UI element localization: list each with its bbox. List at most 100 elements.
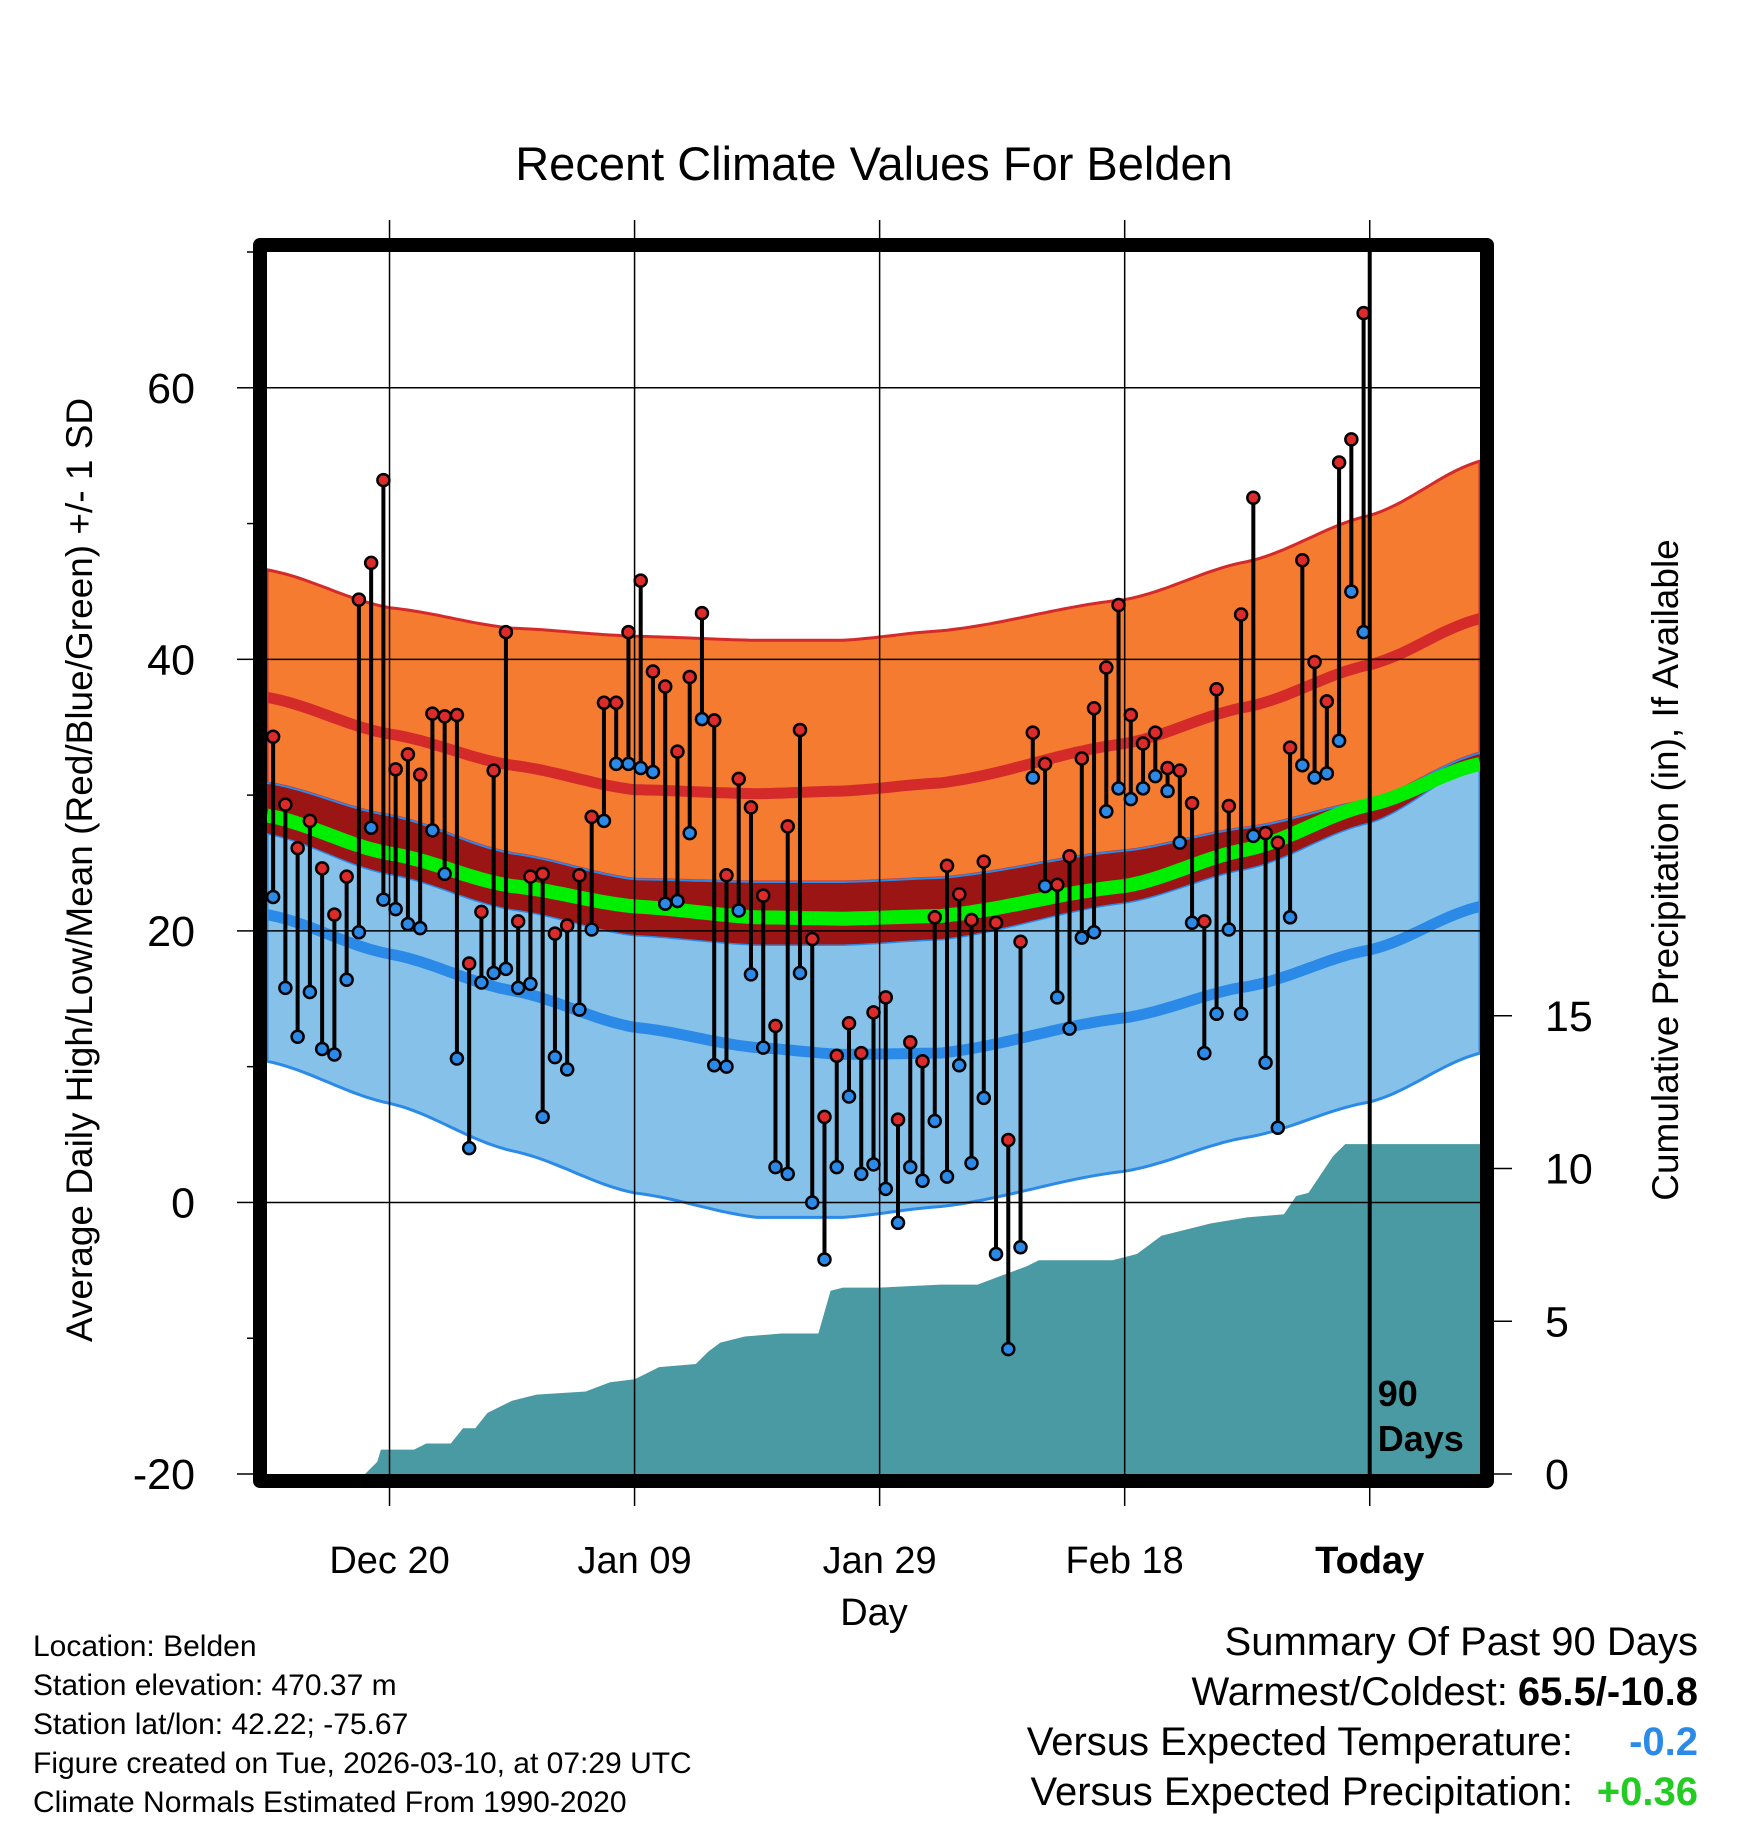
high-point: [866, 1005, 881, 1020]
high-point: [731, 771, 746, 787]
low-point: [682, 825, 697, 841]
high-point: [670, 744, 685, 759]
low-point: [1209, 1006, 1224, 1021]
low-point: [486, 965, 501, 981]
low-point: [267, 889, 281, 905]
y-axis-label: Average Daily High/Low/Mean (Red/Blue/Gr…: [59, 398, 100, 1342]
high-point: [278, 797, 293, 812]
high-point: [939, 858, 955, 873]
high-point: [1111, 597, 1126, 613]
low-point: [1001, 1341, 1016, 1357]
high-point: [804, 931, 820, 947]
low-point: [559, 1062, 575, 1077]
high-point: [780, 819, 795, 834]
high-point: [1123, 707, 1139, 723]
high-point: [596, 695, 612, 711]
low-point: [829, 1159, 844, 1175]
warmest-label: Warmest/Coldest:: [1191, 1670, 1508, 1714]
today-days-label: Days: [1378, 1418, 1464, 1459]
high-point: [755, 888, 771, 903]
low-point: [792, 965, 808, 981]
high-point: [1344, 432, 1359, 447]
low-point: [768, 1159, 783, 1175]
temp-label: Versus Expected Temperature:: [1026, 1720, 1573, 1764]
low-point: [1233, 1006, 1249, 1021]
low-sd-band: [267, 760, 1480, 1219]
precip-value: +0.36: [1596, 1770, 1698, 1814]
x-tick-label: Jan 09: [578, 1540, 692, 1582]
high-point: [1282, 740, 1298, 755]
high-point: [743, 800, 759, 815]
high-point: [817, 1109, 832, 1125]
high-point: [559, 918, 575, 933]
precipitation-area: [267, 1144, 1480, 1474]
high-point: [547, 926, 563, 941]
y2-tick-label: 5: [1545, 1298, 1569, 1346]
high-point: [841, 1015, 857, 1031]
high-point: [437, 709, 452, 724]
low-point: [376, 892, 391, 907]
low-point: [743, 967, 759, 982]
high-point: [1258, 825, 1273, 841]
low-point: [988, 1246, 1004, 1262]
low-point: [1074, 930, 1090, 945]
high-sd-lower-edge: [267, 752, 1480, 883]
high-point: [1209, 681, 1224, 697]
location-text: Location: Belden: [33, 1630, 257, 1663]
y-tick-label: 40: [147, 636, 195, 684]
high-point: [461, 956, 477, 971]
low-point: [1197, 1045, 1212, 1061]
low-point: [572, 1002, 587, 1017]
low-point: [437, 866, 452, 882]
summary-title: Summary Of Past 90 Days: [1224, 1620, 1698, 1664]
high-point: [694, 605, 710, 621]
low-point: [474, 975, 489, 990]
low-point: [1295, 757, 1310, 773]
high-point: [976, 854, 992, 869]
low-point: [1099, 804, 1114, 819]
low-point: [976, 1090, 992, 1106]
low-point: [547, 1049, 563, 1065]
high-point: [412, 767, 428, 782]
summary-panel: Summary Of Past 90 Days Warmest/Coldest:…: [1027, 1617, 1698, 1817]
low-point: [302, 984, 318, 1000]
low-point: [314, 1041, 330, 1057]
precip-row: Versus Expected Precipitation: +0.36: [1027, 1767, 1698, 1817]
low-point: [694, 711, 710, 727]
high-point: [1099, 660, 1114, 675]
low-point: [853, 1166, 869, 1182]
low-point: [278, 980, 293, 996]
high-point: [915, 1053, 930, 1069]
high-point: [853, 1045, 869, 1061]
low-point: [425, 823, 440, 838]
high-point: [302, 813, 318, 829]
y-tick-label: 60: [147, 365, 195, 413]
low-point: [731, 903, 746, 918]
low-point: [939, 1169, 955, 1184]
warmest-value: 65.5/-10.8: [1517, 1670, 1698, 1714]
low-point: [633, 760, 648, 776]
low-point: [1037, 878, 1053, 894]
y2-tick-label: 15: [1545, 993, 1593, 1041]
low-point: [1086, 924, 1102, 940]
high-point: [339, 869, 354, 884]
high-point: [1050, 877, 1065, 892]
low-point: [510, 980, 526, 996]
high-point: [1197, 914, 1212, 929]
high-point: [400, 747, 416, 762]
low-point: [927, 1113, 943, 1129]
high-point: [425, 706, 440, 721]
high-point: [1148, 725, 1163, 740]
low-point: [1184, 915, 1200, 930]
low-point: [351, 924, 367, 940]
high-point: [1025, 725, 1041, 740]
y2-tick-label: 0: [1545, 1451, 1569, 1499]
high-point: [964, 912, 979, 928]
high-point: [1233, 607, 1249, 622]
low-point: [608, 756, 624, 772]
low-point: [780, 1166, 795, 1182]
high-point: [572, 867, 587, 883]
low-point: [523, 976, 538, 992]
high-point: [351, 592, 367, 607]
low-point: [290, 1029, 305, 1045]
